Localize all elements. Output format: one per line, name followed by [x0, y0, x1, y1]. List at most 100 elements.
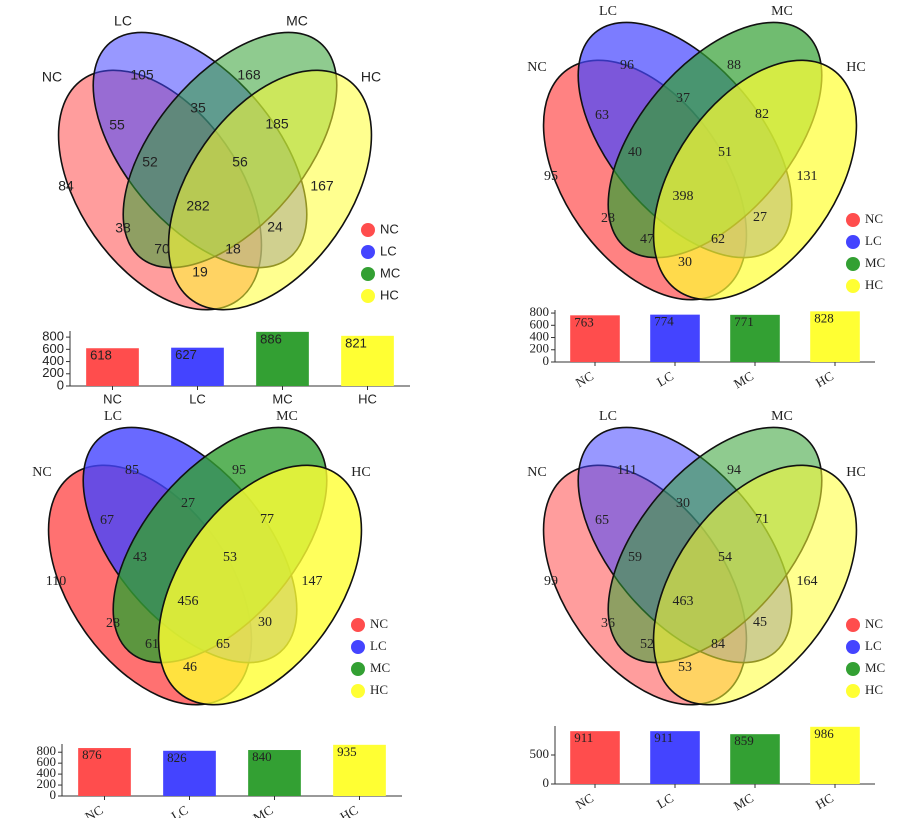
legend-swatch-nc — [846, 618, 860, 632]
venn-set-hc — [652, 59, 858, 301]
venn-region-nc: 110 — [46, 574, 66, 589]
bar-mc — [730, 734, 780, 784]
bar-value-label-hc: 828 — [814, 310, 834, 325]
venn-region-mc-hc: 82 — [755, 107, 769, 122]
y-tick-label: 400 — [530, 329, 550, 344]
y-tick-label: 200 — [530, 341, 550, 356]
x-tick-label-nc: NC — [82, 802, 105, 818]
venn-region-nc: 99 — [544, 574, 558, 589]
bar-hc — [341, 335, 394, 386]
venn-region-lc-mc: 37 — [676, 91, 690, 106]
venn-region-nc-mc-hc: 61 — [145, 637, 159, 652]
legend-swatch-lc — [846, 640, 860, 654]
venn-set-label-lc: LC — [114, 13, 132, 29]
bar-nc — [86, 348, 139, 386]
bar-value-label-mc: 859 — [734, 733, 754, 748]
bar-value-label-mc: 771 — [734, 314, 754, 329]
venn-region-lc: 96 — [620, 58, 634, 73]
venn-region-lc-mc: 30 — [676, 496, 690, 511]
legend-swatch-mc — [846, 257, 860, 271]
bar-value-label-hc: 821 — [345, 335, 367, 350]
y-tick-label: 600 — [530, 316, 550, 331]
bar-value-label-nc: 763 — [574, 314, 594, 329]
venn-set-label-hc: HC — [351, 465, 370, 480]
venn-region-hc: 167 — [310, 178, 334, 194]
y-tick-label: 400 — [37, 765, 57, 780]
bar-lc — [650, 314, 700, 362]
venn-set-label-lc: LC — [599, 4, 617, 19]
y-tick-label: 600 — [37, 754, 57, 769]
venn-region-hc: 164 — [797, 574, 818, 589]
venn-set-hc — [652, 464, 858, 706]
bar-hc — [333, 744, 386, 796]
venn-region-nc-hc: 30 — [678, 255, 692, 270]
venn-region-lc-mc-hc: 54 — [718, 550, 732, 565]
x-tick-label-hc: HC — [337, 802, 360, 818]
bar-value-label-mc: 840 — [252, 749, 272, 764]
legend-label-mc: MC — [865, 255, 885, 270]
venn-region-mc-hc: 71 — [755, 512, 769, 527]
venn-region-nc-lc-hc: 65 — [216, 637, 230, 652]
venn-region-lc: 105 — [130, 67, 154, 83]
venn-region-nc-mc: 28 — [601, 211, 615, 226]
bar-lc — [171, 347, 224, 386]
bar-mc — [730, 314, 780, 362]
y-tick-label: 400 — [42, 353, 64, 368]
venn-set-label-mc: MC — [771, 409, 793, 424]
venn-region-all: 282 — [186, 198, 210, 214]
legend-label-hc: HC — [370, 682, 388, 697]
legend-label-hc: HC — [380, 287, 399, 302]
venn-set-label-nc: NC — [42, 69, 62, 85]
x-tick-label-hc: HC — [358, 391, 377, 406]
venn-region-mc-hc: 77 — [260, 512, 274, 527]
legend-label-lc: LC — [370, 638, 387, 653]
venn-region-lc-hc: 30 — [258, 615, 272, 630]
venn-region-nc: 95 — [544, 169, 558, 184]
venn-set-label-mc: MC — [771, 4, 793, 19]
venn-set-label-mc: MC — [276, 409, 298, 424]
bar-mc — [248, 750, 301, 796]
y-tick-label: 0 — [57, 377, 64, 392]
legend-label-mc: MC — [865, 660, 885, 675]
venn-region-hc: 131 — [797, 169, 818, 184]
y-tick-label: 800 — [37, 743, 57, 758]
venn-region-nc-lc: 63 — [595, 108, 609, 123]
x-tick-label-hc: HC — [813, 368, 836, 390]
x-tick-label-lc: LC — [169, 802, 191, 818]
venn-region-nc-hc: 19 — [192, 264, 208, 280]
venn-region-hc: 147 — [302, 574, 323, 589]
venn-region-nc-mc-hc: 52 — [640, 637, 654, 652]
bar-mc — [256, 331, 309, 386]
legend-label-lc: LC — [865, 638, 882, 653]
legend-label-mc: MC — [370, 660, 390, 675]
venn-region-nc-hc: 46 — [183, 660, 197, 675]
legend-swatch-hc — [351, 684, 365, 698]
venn-panel-2: NC LC MC HC 95 96 88 131 63 37 82 40 51 398 28 27 47 62 30… — [527, 4, 885, 301]
legend-swatch-lc — [361, 245, 375, 259]
venn-region-nc-mc-hc: 70 — [154, 241, 170, 257]
bar-nc — [570, 731, 620, 784]
x-tick-label-mc: MC — [272, 391, 292, 406]
x-tick-label-lc: LC — [654, 790, 676, 811]
legend-swatch-mc — [846, 662, 860, 676]
venn-region-lc: 111 — [617, 463, 637, 478]
venn-region-mc: 94 — [727, 463, 741, 478]
legend-swatch-nc — [846, 213, 860, 227]
venn-region-nc-lc-hc: 18 — [225, 241, 241, 257]
venn-set-hc — [167, 69, 373, 311]
venn-region-nc-mc: 38 — [115, 220, 131, 236]
venn-panel-3: NC LC MC HC 110 85 95 147 67 27 77 43 53 456 28 30 61 65 4… — [32, 409, 390, 706]
venn-panel-1: NC LC MC HC 84 105 168 167 55 35 185 52 56 282 38 24 70 1… — [42, 13, 400, 311]
legend-swatch-lc — [846, 235, 860, 249]
venn-region-nc-lc-mc: 59 — [628, 550, 642, 565]
venn-set-label-nc: NC — [32, 465, 51, 480]
venn-region-all: 456 — [178, 594, 199, 609]
x-tick-label-mc: MC — [731, 368, 756, 391]
bar-value-label-nc: 911 — [574, 730, 593, 745]
bar-value-label-lc: 826 — [167, 750, 187, 765]
bar-value-label-nc: 618 — [90, 348, 112, 363]
venn-region-nc-lc: 55 — [109, 117, 125, 133]
venn-set-label-hc: HC — [846, 60, 865, 75]
bar-value-label-hc: 935 — [337, 744, 357, 759]
